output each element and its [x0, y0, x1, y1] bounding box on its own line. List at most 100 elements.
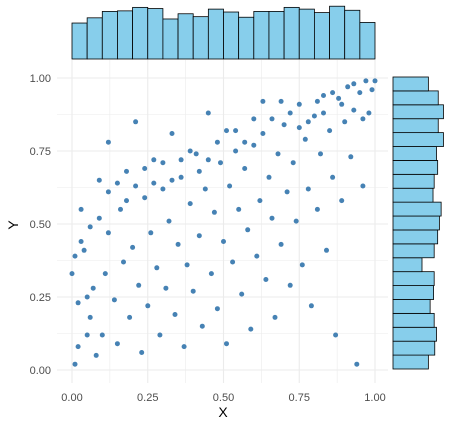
scatter-point: [202, 186, 208, 192]
top-marginal-histogram: [71, 5, 376, 60]
scatter-point: [299, 262, 305, 268]
scatter-point: [105, 189, 111, 195]
x-tick-label: 0.25: [137, 392, 158, 404]
scatter-point: [193, 151, 199, 157]
scatter-point: [314, 206, 320, 212]
scatter-point: [205, 110, 211, 116]
scatter-point: [93, 352, 99, 358]
scatter-point: [330, 174, 336, 180]
scatter-point: [111, 297, 117, 303]
histogram-bar: [392, 285, 434, 300]
histogram-bar: [392, 187, 434, 203]
scatter-point: [166, 218, 172, 224]
histogram-bar: [283, 6, 300, 60]
scatter-point: [154, 265, 160, 271]
scatter-point: [224, 128, 229, 134]
scatter-point: [178, 174, 184, 180]
scatter-point: [360, 183, 366, 189]
scatter-point: [124, 168, 129, 174]
scatter-point: [196, 168, 202, 174]
scatter-point: [75, 300, 81, 306]
scatter-point: [169, 131, 175, 136]
scatter-point: [260, 98, 266, 104]
histogram-bar: [268, 11, 285, 60]
histogram-bar: [223, 11, 240, 60]
histogram-bar: [392, 354, 429, 370]
scatter-point: [321, 93, 326, 98]
x-tick-label: 0.75: [289, 392, 310, 404]
scatter-point: [251, 142, 257, 148]
histogram-bar: [392, 271, 435, 286]
scatter-point: [127, 314, 133, 320]
histogram-bar: [329, 5, 346, 60]
histogram-bar: [392, 146, 437, 161]
scatter-point: [296, 125, 302, 131]
scatter-point: [230, 259, 236, 265]
y-axis-title: Y: [5, 220, 21, 230]
scatter-point: [245, 227, 251, 233]
scatter-point: [196, 233, 202, 239]
histogram-bar: [392, 132, 444, 147]
scatter-point: [354, 361, 360, 367]
scatter-point: [96, 177, 102, 183]
scatter-point: [211, 209, 217, 215]
scatter-point: [142, 195, 148, 201]
scatter-point: [266, 174, 272, 180]
scatter-points: [69, 78, 378, 367]
scatter-point: [175, 241, 181, 247]
histogram-bar: [71, 22, 88, 60]
scatter-point: [254, 253, 260, 259]
scatter-point: [287, 110, 293, 116]
scatter-point: [184, 262, 190, 268]
scatter-point: [69, 271, 75, 277]
histogram-bar: [392, 201, 442, 217]
scatter-point: [260, 131, 266, 136]
scatter-point: [102, 271, 108, 277]
scatter-point: [278, 241, 284, 247]
scatter-point: [351, 81, 357, 87]
scatter-point: [72, 253, 78, 259]
scatter-point: [133, 183, 139, 189]
scatter-point: [357, 90, 363, 96]
scatter-point: [142, 166, 148, 171]
scatter-point: [284, 189, 290, 195]
scatter-point: [151, 180, 157, 186]
scatter-point: [214, 139, 220, 145]
scatter-point: [139, 350, 145, 355]
scatter-point: [105, 230, 111, 236]
scatter-point: [305, 186, 311, 192]
scatter-point: [90, 285, 96, 291]
scatter-point: [242, 139, 248, 145]
histogram-bar: [392, 312, 435, 328]
histogram-bar: [344, 9, 361, 60]
histogram-bar: [392, 118, 439, 134]
scatter-point: [145, 303, 151, 309]
scatter-point: [233, 148, 239, 154]
scatter-point: [114, 341, 120, 347]
histogram-bar: [392, 229, 439, 245]
histogram-bar: [86, 17, 103, 60]
scatter-point: [333, 332, 339, 338]
scatter-point: [130, 244, 136, 250]
histogram-bar: [147, 8, 164, 60]
y-axis-ticks: 0.00 0.25 0.50 0.75 1.00: [30, 73, 51, 377]
scatter-point: [148, 230, 154, 236]
scatter-point: [336, 95, 342, 101]
y-tick-label: 0.25: [30, 292, 51, 304]
y-tick-label: 1.00: [30, 73, 51, 85]
scatter-point: [157, 332, 163, 338]
scatter-point: [287, 282, 293, 288]
scatter-point: [178, 157, 184, 163]
scatter-point: [75, 344, 81, 350]
scatter-point: [236, 206, 242, 212]
histogram-bar: [392, 215, 440, 231]
scatter-point: [208, 271, 214, 277]
scatter-point: [160, 160, 166, 166]
scatter-point: [163, 285, 169, 291]
y-tick-label: 0.00: [30, 365, 51, 377]
scatter-point: [78, 206, 84, 212]
scatter-point: [272, 314, 278, 320]
y-tick-label: 0.75: [30, 146, 51, 158]
scatter-point: [239, 291, 245, 297]
